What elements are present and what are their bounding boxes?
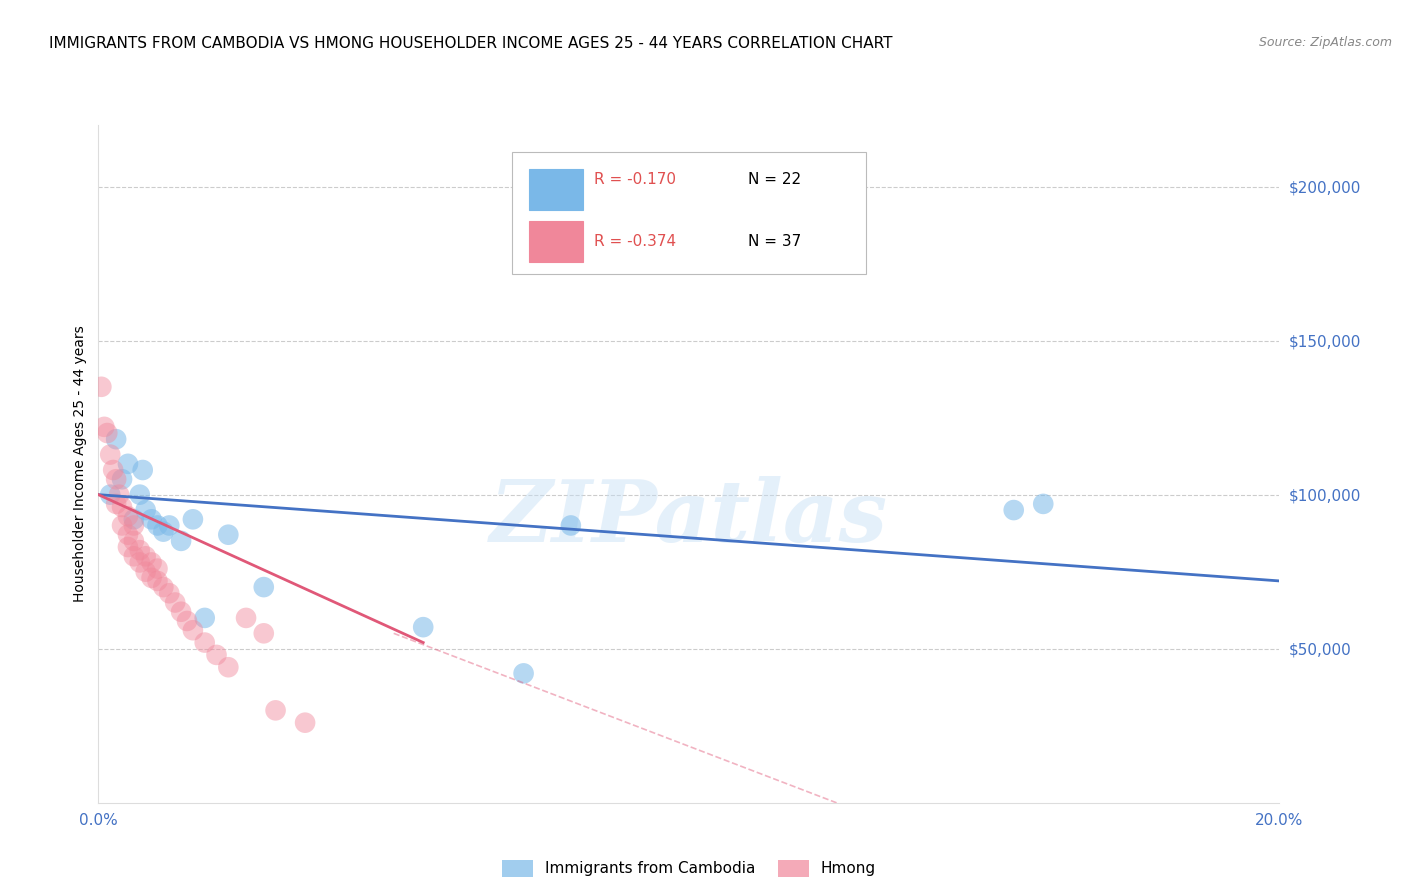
Point bbox=[1032, 497, 1054, 511]
Point bbox=[170, 605, 193, 619]
Point bbox=[117, 509, 139, 524]
Point bbox=[181, 624, 204, 638]
Point bbox=[111, 472, 134, 486]
Text: ZIPatlas: ZIPatlas bbox=[489, 476, 889, 560]
Point bbox=[117, 457, 139, 471]
Point bbox=[128, 488, 150, 502]
Point bbox=[264, 703, 287, 717]
Point bbox=[253, 580, 276, 594]
Point bbox=[96, 425, 118, 440]
Point bbox=[235, 611, 257, 625]
Point bbox=[108, 488, 131, 502]
Point bbox=[194, 611, 217, 625]
Point bbox=[141, 512, 163, 526]
Point bbox=[217, 660, 239, 674]
Y-axis label: Householder Income Ages 25 - 44 years: Householder Income Ages 25 - 44 years bbox=[73, 326, 87, 602]
Point bbox=[152, 524, 174, 539]
Point bbox=[111, 518, 134, 533]
Point bbox=[512, 666, 534, 681]
Point bbox=[194, 635, 217, 649]
Point bbox=[122, 533, 145, 548]
Point bbox=[181, 512, 204, 526]
Point bbox=[253, 626, 276, 640]
Point bbox=[135, 549, 157, 564]
Point bbox=[90, 380, 112, 394]
Point bbox=[157, 586, 180, 600]
Point bbox=[135, 565, 157, 579]
Point bbox=[146, 561, 169, 575]
Text: R = -0.374: R = -0.374 bbox=[595, 234, 676, 249]
Point bbox=[105, 432, 128, 446]
Point bbox=[157, 518, 180, 533]
Point bbox=[93, 420, 115, 434]
Point bbox=[170, 533, 193, 548]
Point bbox=[141, 571, 163, 585]
Legend: Immigrants from Cambodia, Hmong: Immigrants from Cambodia, Hmong bbox=[496, 854, 882, 883]
Point bbox=[165, 595, 187, 609]
Point bbox=[152, 580, 174, 594]
FancyBboxPatch shape bbox=[530, 169, 582, 210]
Text: IMMIGRANTS FROM CAMBODIA VS HMONG HOUSEHOLDER INCOME AGES 25 - 44 YEARS CORRELAT: IMMIGRANTS FROM CAMBODIA VS HMONG HOUSEH… bbox=[49, 36, 893, 51]
Point bbox=[117, 540, 139, 554]
Text: N = 22: N = 22 bbox=[748, 171, 801, 186]
FancyBboxPatch shape bbox=[512, 152, 866, 274]
Point bbox=[122, 518, 145, 533]
Point bbox=[105, 497, 128, 511]
Point bbox=[111, 500, 134, 514]
FancyBboxPatch shape bbox=[530, 221, 582, 262]
Text: R = -0.170: R = -0.170 bbox=[595, 171, 676, 186]
Point bbox=[103, 463, 125, 477]
Point bbox=[1002, 503, 1025, 517]
Point bbox=[105, 472, 128, 486]
Point bbox=[132, 463, 155, 477]
Point bbox=[176, 614, 198, 628]
Text: N = 37: N = 37 bbox=[748, 234, 801, 249]
Point bbox=[146, 574, 169, 588]
Point bbox=[135, 503, 157, 517]
Point bbox=[412, 620, 434, 634]
Point bbox=[98, 488, 121, 502]
Point bbox=[146, 518, 169, 533]
Point bbox=[128, 556, 150, 570]
Point bbox=[205, 648, 228, 662]
Point bbox=[128, 543, 150, 558]
Point bbox=[98, 448, 121, 462]
Point bbox=[560, 518, 582, 533]
Point bbox=[122, 549, 145, 564]
Point bbox=[217, 527, 239, 541]
Text: Source: ZipAtlas.com: Source: ZipAtlas.com bbox=[1258, 36, 1392, 49]
Point bbox=[122, 512, 145, 526]
Point bbox=[141, 556, 163, 570]
Point bbox=[294, 715, 316, 730]
Point bbox=[117, 527, 139, 541]
